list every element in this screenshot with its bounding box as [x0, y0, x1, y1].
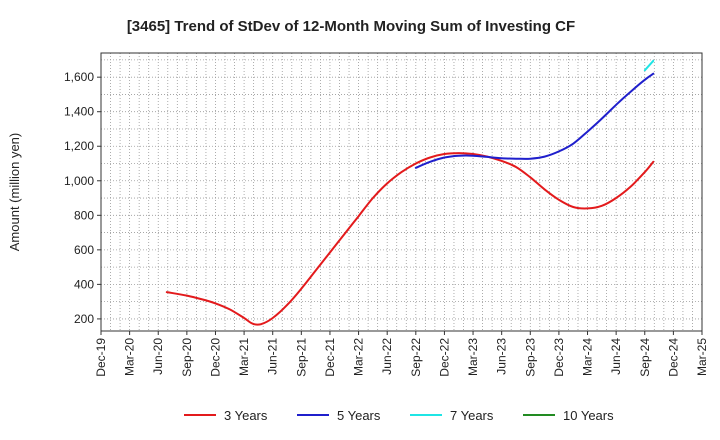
y-tick-label: 1,600	[64, 70, 94, 84]
plot-frame	[100, 52, 703, 332]
plot-area: 200 400 600 800 1,000 1,200 1,400 1,600 Dec-19 Ma…	[64, 52, 709, 377]
series-line-7-years	[643, 59, 655, 72]
y-tick-label: 1,200	[64, 139, 94, 153]
series-line-5-years	[414, 72, 655, 169]
x-tick-label: Mar-21	[237, 338, 251, 376]
x-tick-label: Mar-25	[695, 338, 709, 376]
x-tick-label: Jun-23	[495, 338, 509, 375]
y-tick-label: 1,400	[64, 105, 94, 119]
y-tick-label: 400	[74, 277, 94, 291]
x-tick-label: Sep-23	[523, 338, 537, 377]
x-tick-label: Dec-24	[666, 338, 680, 377]
y-tick-label: 1,000	[64, 174, 94, 188]
legend-label: 10 Years	[563, 408, 614, 423]
chart-title: [3465] Trend of StDev of 12-Month Moving…	[127, 18, 575, 35]
legend-label: 7 Years	[450, 408, 494, 423]
legend-label: 3 Years	[224, 408, 268, 423]
series-line-3-years	[165, 152, 655, 326]
x-tick-label: Dec-19	[94, 338, 108, 377]
y-tick-label: 800	[74, 208, 94, 222]
x-tick-label: Dec-20	[208, 338, 222, 377]
x-tick-label: Sep-21	[294, 338, 308, 377]
y-tick-label: 600	[74, 243, 94, 257]
x-tick-label: Sep-24	[638, 338, 652, 377]
x-tick-label: Mar-22	[352, 338, 366, 376]
x-tick-label: Mar-20	[123, 338, 137, 376]
y-axis-label: Amount (million yen)	[7, 133, 22, 252]
x-tick-label: Dec-23	[552, 338, 566, 377]
legend: 3 Years 5 Years 7 Years 10 Years	[184, 408, 614, 423]
x-tick-label: Jun-21	[266, 338, 280, 375]
x-tick-label: Jun-22	[380, 338, 394, 375]
legend-label: 5 Years	[337, 408, 381, 423]
x-tick-label: Mar-23	[466, 338, 480, 376]
x-tick-label: Jun-24	[609, 338, 623, 375]
x-tick-label: Dec-22	[437, 338, 451, 377]
x-tick-label: Sep-20	[180, 338, 194, 377]
x-tick-label: Dec-21	[323, 338, 337, 377]
y-tick-label: 200	[74, 312, 94, 326]
x-tick-label: Sep-22	[409, 338, 423, 377]
x-tick-label: Jun-20	[151, 338, 165, 375]
x-tick-label: Mar-24	[581, 338, 595, 376]
